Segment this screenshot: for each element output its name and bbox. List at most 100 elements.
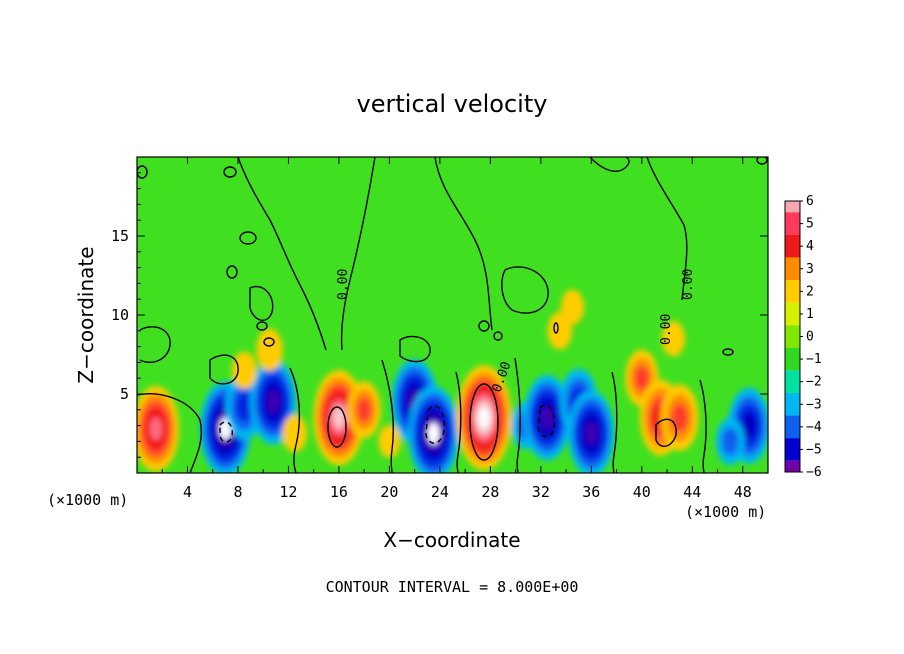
colorbar-swatch — [785, 302, 800, 326]
velocity-cell — [634, 366, 649, 391]
contour-interval-text: CONTOUR INTERVAL = 8.000E+00 — [326, 578, 579, 596]
colorbar-label: 2 — [806, 284, 814, 299]
colorbar-label: −3 — [806, 397, 822, 412]
y-tick-label: 10 — [111, 306, 129, 324]
x-tick-label: 4 — [183, 483, 192, 501]
zero-contour-closed — [226, 265, 238, 279]
velocity-cell — [333, 406, 345, 429]
x-tick-label: 20 — [380, 483, 398, 501]
colorbar-label: 6 — [806, 194, 814, 209]
zero-contour-line — [646, 157, 688, 301]
zero-contour-closed — [722, 348, 734, 356]
velocity-cell — [282, 414, 307, 453]
contour-label: 0.00 — [659, 314, 674, 345]
colorbar-label: −4 — [806, 420, 822, 435]
zero-contour-line — [289, 367, 301, 473]
inner-contour — [327, 406, 347, 448]
colorbar-swatch — [785, 392, 800, 416]
y-axis-title: Z−coordinate — [74, 246, 98, 383]
colorbar-swatch — [785, 438, 800, 461]
contour-label: 0.00 — [336, 269, 351, 300]
velocity-cell — [256, 328, 283, 371]
colorbar-swatch — [785, 212, 800, 235]
zero-contour-line — [611, 371, 618, 473]
velocity-cell — [427, 422, 440, 445]
x-tick-label: 24 — [431, 483, 449, 501]
x-tick-label: 36 — [582, 483, 600, 501]
y-axis: 5 10 15 — [111, 172, 768, 458]
x-unit-label: (×1000 m) — [685, 503, 766, 521]
velocity-cell — [357, 397, 372, 422]
y-tick-label: 5 — [120, 385, 129, 403]
x-tick-label: 16 — [330, 483, 348, 501]
colorbar-swatch — [785, 370, 800, 393]
zero-contour-closed — [139, 326, 171, 363]
inner-contour-dashed — [219, 421, 234, 443]
zero-contour-closed — [399, 335, 431, 363]
chart-title: vertical velocity — [357, 90, 548, 118]
x-axis-title: X−coordinate — [383, 528, 520, 552]
zero-contour-closed — [137, 165, 148, 179]
zero-contour-line — [237, 157, 327, 351]
colorbar-swatch — [785, 201, 800, 213]
colorbar-label: 3 — [806, 262, 814, 277]
velocity-cell — [585, 421, 598, 446]
zero-contour-line — [699, 379, 707, 473]
x-tick-label: 32 — [532, 483, 550, 501]
velocity-cell — [266, 390, 280, 414]
zero-contour-closed — [256, 321, 268, 331]
velocity-cell — [236, 392, 253, 421]
velocity-cell — [540, 406, 554, 430]
zero-contour-closed — [493, 331, 503, 341]
colorbar-label: −1 — [806, 352, 822, 367]
zero-contour-line — [455, 371, 462, 473]
x-tick-label: 44 — [683, 483, 701, 501]
colorbar-label: −6 — [806, 465, 822, 480]
zero-contour-closed — [501, 266, 549, 314]
heatmap-layer — [137, 289, 768, 473]
zero-contour-closed — [478, 320, 490, 332]
zero-contour-closed — [756, 157, 768, 165]
colorbar: 6 5 4 3 2 1 0 −1 −2 −3 −4 −5 −6 — [784, 194, 822, 480]
contour-label: 0.00 — [681, 269, 696, 300]
velocity-cell — [547, 312, 572, 350]
zero-contour-closed — [589, 157, 630, 172]
colorbar-label: 5 — [806, 217, 814, 232]
colorbar-label: 1 — [806, 307, 814, 322]
y-tick-label: 15 — [111, 227, 129, 245]
contour-lines — [137, 157, 768, 473]
zero-contour-line — [137, 393, 202, 473]
zero-contour-line — [514, 357, 521, 473]
plot-area: 0.00 0.00 0.00 0.00 — [137, 157, 768, 473]
colorbar-swatch — [785, 325, 800, 348]
velocity-cell — [721, 427, 739, 456]
velocity-cell — [661, 321, 686, 357]
colorbar-swatch — [785, 257, 800, 281]
colorbar-swatch — [785, 234, 800, 258]
velocity-cell — [378, 425, 401, 458]
x-tick-label: 48 — [734, 483, 752, 501]
colorbar-label: −5 — [806, 442, 822, 457]
zero-contour-closed — [239, 231, 257, 245]
zero-contour-line — [434, 157, 493, 331]
x-tick-label: 12 — [279, 483, 297, 501]
colorbar-label: 0 — [806, 330, 814, 345]
velocity-cell — [671, 403, 688, 432]
zero-contour-closed — [223, 166, 237, 178]
inner-contour-dashed — [425, 405, 445, 444]
zero-contour-closed — [209, 354, 239, 385]
colorbar-swatch — [785, 415, 800, 439]
colorbar-swatch — [785, 347, 800, 371]
zero-contour-line — [381, 359, 394, 473]
zero-contour-closed — [249, 285, 274, 321]
x-axis: 4 8 12 16 20 24 28 32 36 40 44 48 — [161, 157, 752, 501]
zero-contour-line — [340, 157, 376, 351]
velocity-cell — [232, 351, 257, 390]
velocity-cell — [478, 407, 490, 429]
velocity-cell — [149, 417, 163, 441]
colorbar-label: 4 — [806, 239, 814, 254]
x-tick-label: 28 — [481, 483, 499, 501]
zero-contour-closed — [263, 337, 275, 347]
velocity-cell — [742, 412, 757, 439]
